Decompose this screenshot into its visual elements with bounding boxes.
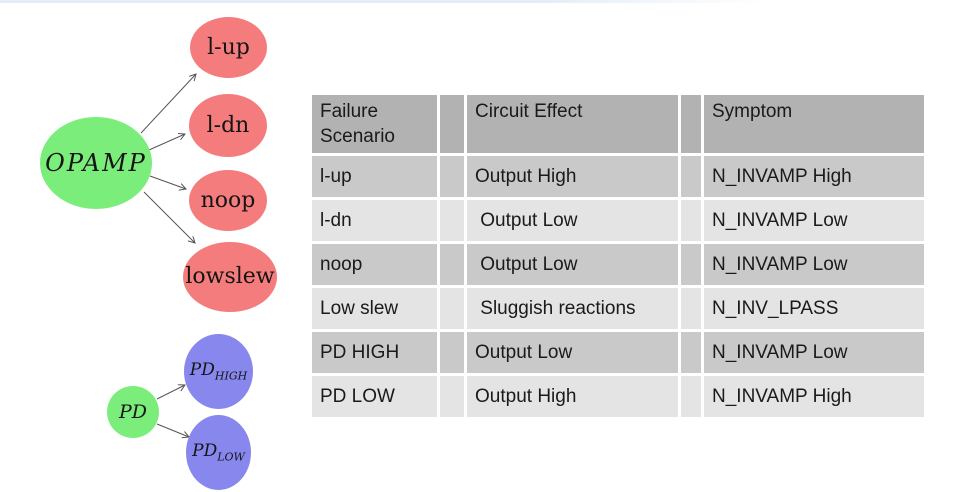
- node-pd-low-label: PDLOW: [192, 440, 245, 464]
- node-pd-low: PDLOW: [186, 415, 251, 490]
- edge-pd-pdlow: [156, 423, 189, 437]
- header-spacer-1: [440, 95, 464, 153]
- node-lowslew: lowslew: [183, 242, 277, 312]
- cell-circuit-effect: Output High: [467, 156, 678, 197]
- table-row: PD HIGH Output Low N_INVAMP Low: [312, 332, 924, 373]
- node-opamp: OPAMP: [40, 117, 152, 209]
- cell-spacer: [440, 156, 464, 197]
- edge-opamp-noop: [149, 175, 186, 189]
- cell-symptom: N_INVAMP High: [704, 376, 924, 417]
- cell-circuit-effect: Output Low: [467, 244, 678, 285]
- node-l-up: l-up: [190, 17, 267, 78]
- cell-spacer: [440, 244, 464, 285]
- header-spacer-2: [681, 95, 701, 153]
- header-symptom: Symptom: [704, 95, 924, 153]
- table-header-row: Failure Scenario Circuit Effect Symptom: [312, 95, 924, 153]
- edge-opamp-lowslew: [143, 191, 195, 243]
- cell-symptom: N_INVAMP High: [704, 156, 924, 197]
- node-noop-label: noop: [200, 187, 256, 213]
- cell-symptom: N_INVAMP Low: [704, 200, 924, 241]
- cell-symptom: N_INV_LPASS: [704, 288, 924, 329]
- table-row: l-up Output High N_INVAMP High: [312, 156, 924, 197]
- cell-spacer: [440, 376, 464, 417]
- edge-opamp-ldn: [148, 134, 185, 151]
- edge-opamp-lup: [140, 74, 196, 134]
- cell-spacer: [440, 200, 464, 241]
- cell-spacer: [681, 376, 701, 417]
- node-opamp-label: OPAMP: [45, 149, 147, 177]
- header-circuit-effect: Circuit Effect: [467, 95, 678, 153]
- node-l-dn: l-dn: [189, 94, 267, 157]
- cell-failure-scenario: noop: [312, 244, 437, 285]
- cell-spacer: [681, 244, 701, 285]
- node-lowslew-label: lowslew: [185, 264, 275, 289]
- cell-symptom: N_INVAMP Low: [704, 244, 924, 285]
- cell-spacer: [440, 288, 464, 329]
- cell-failure-scenario: Low slew: [312, 288, 437, 329]
- cell-failure-scenario: PD HIGH: [312, 332, 437, 373]
- header-failure-scenario: Failure Scenario: [312, 95, 437, 153]
- table-row: Low slew Sluggish reactions N_INV_LPASS: [312, 288, 924, 329]
- cell-spacer: [681, 288, 701, 329]
- table-row: PD LOW Output High N_INVAMP High: [312, 376, 924, 417]
- node-pd-high-label: PDHIGH: [189, 359, 248, 383]
- node-l-up-label: l-up: [207, 34, 250, 60]
- node-pd-high: PDHIGH: [184, 334, 253, 409]
- cell-symptom: N_INVAMP Low: [704, 332, 924, 373]
- failure-scenario-table: Failure Scenario Circuit Effect Symptom …: [309, 92, 927, 420]
- cell-circuit-effect: Output Low: [467, 200, 678, 241]
- cell-spacer: [681, 200, 701, 241]
- cell-circuit-effect: Sluggish reactions: [467, 288, 678, 329]
- cell-failure-scenario: PD LOW: [312, 376, 437, 417]
- table-row: l-dn Output Low N_INVAMP Low: [312, 200, 924, 241]
- node-l-dn-label: l-dn: [206, 112, 250, 138]
- cell-circuit-effect: Output High: [467, 376, 678, 417]
- node-noop: noop: [189, 170, 267, 231]
- cell-spacer: [440, 332, 464, 373]
- window-top-edge-highlight: [0, 0, 964, 3]
- table-row: noop Output Low N_INVAMP Low: [312, 244, 924, 285]
- cell-spacer: [681, 156, 701, 197]
- node-pd-label: PD: [118, 400, 148, 423]
- edge-pd-pdhigh: [156, 385, 185, 400]
- cell-spacer: [681, 332, 701, 373]
- cell-failure-scenario: l-up: [312, 156, 437, 197]
- cell-failure-scenario: l-dn: [312, 200, 437, 241]
- node-pd: PD: [107, 386, 159, 438]
- cell-circuit-effect: Output Low: [467, 332, 678, 373]
